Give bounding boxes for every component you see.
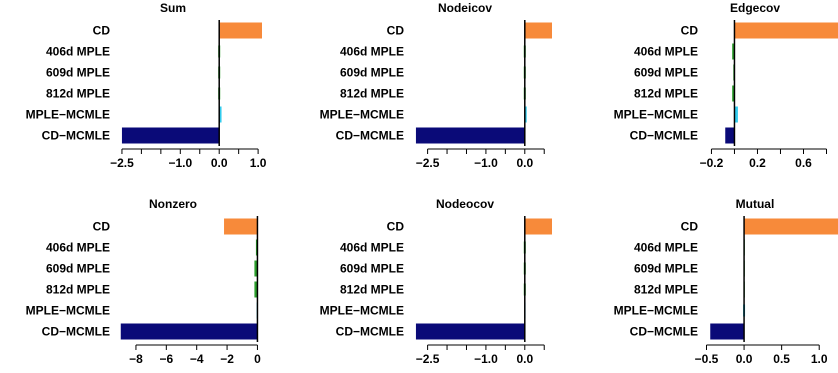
category-label: 609d MPLE xyxy=(46,262,110,276)
x-tick-label: −8 xyxy=(129,352,143,366)
x-tick-label: 0.0 xyxy=(736,352,753,366)
category-label: 812d MPLE xyxy=(340,87,404,101)
category-label: CD−MCMLE xyxy=(336,129,404,143)
category-label: 406d MPLE xyxy=(340,45,404,59)
category-label: 812d MPLE xyxy=(634,87,698,101)
category-label: MPLE−MCMLE xyxy=(26,108,110,122)
category-label: MPLE−MCMLE xyxy=(320,304,404,318)
category-label: CD−MCMLE xyxy=(42,129,110,143)
category-label: CD xyxy=(681,24,699,38)
bar-cd xyxy=(524,218,552,235)
bar-cd-mcmle xyxy=(710,323,745,340)
panel-title: Nodeicov xyxy=(438,1,492,15)
x-tick-label: −2.5 xyxy=(110,156,134,170)
panel-title: Mutual xyxy=(736,197,775,211)
x-tick-label: 0 xyxy=(254,352,261,366)
bar-mple-mcmle xyxy=(734,106,738,123)
x-tick-label: 0.2 xyxy=(749,156,766,170)
x-tick-label: −1.0 xyxy=(474,352,498,366)
bar-812d-mple xyxy=(732,85,735,102)
x-tick-label: −0.5 xyxy=(695,352,719,366)
category-label: MPLE−MCMLE xyxy=(614,108,698,122)
category-label: 609d MPLE xyxy=(46,66,110,80)
bar-cd xyxy=(734,22,838,39)
x-tick-label: 0.6 xyxy=(795,156,812,170)
bar-mple-mcmle xyxy=(219,106,222,123)
category-label: 406d MPLE xyxy=(46,241,110,255)
category-label: CD−MCMLE xyxy=(42,325,110,339)
category-label: MPLE−MCMLE xyxy=(614,304,698,318)
category-label: 609d MPLE xyxy=(634,262,698,276)
x-tick-label: −2.5 xyxy=(416,352,440,366)
category-label: 406d MPLE xyxy=(634,45,698,59)
bar-406d-mple xyxy=(255,239,258,256)
panel-mutual: Mutual CD 406d MPLE 609d MPLE 812d MPLE MPLE−… xyxy=(614,197,838,366)
panel-sum: Sum CD 406d MPLE 609d MPLE 812d MPLE MPLE−MCM… xyxy=(26,1,267,170)
category-label: CD xyxy=(681,220,699,234)
category-label: CD−MCMLE xyxy=(630,325,698,339)
category-label: 406d MPLE xyxy=(340,241,404,255)
x-tick-label: −2 xyxy=(220,352,234,366)
bar-mple-mcmle xyxy=(524,106,527,123)
category-label: CD xyxy=(93,220,111,234)
category-label: CD xyxy=(93,24,111,38)
panel-title: Edgecov xyxy=(730,1,780,15)
category-label: 609d MPLE xyxy=(340,66,404,80)
category-label: 812d MPLE xyxy=(634,283,698,297)
x-tick-label: 0.0 xyxy=(516,156,533,170)
bar-cd-mcmle xyxy=(120,323,258,340)
x-tick-label: −6 xyxy=(159,352,173,366)
panel-edgecov: Edgecov CD 406d MPLE 609d MPLE 812d MPLE MPLE… xyxy=(614,1,838,170)
category-label: CD xyxy=(387,220,405,234)
category-label: MPLE−MCMLE xyxy=(320,108,404,122)
bar-cd-mcmle xyxy=(415,323,525,340)
bar-cd xyxy=(744,218,838,235)
x-tick-label: −4 xyxy=(190,352,204,366)
category-label: CD−MCMLE xyxy=(336,325,404,339)
category-label: 609d MPLE xyxy=(634,66,698,80)
bar-cd-mcmle xyxy=(725,127,735,144)
category-label: MPLE−MCMLE xyxy=(26,304,110,318)
x-tick-label: −1.0 xyxy=(474,156,498,170)
category-label: 812d MPLE xyxy=(340,283,404,297)
panel-nodeicov: Nodeicov CD 406d MPLE 609d MPLE 812d MPLE MPL… xyxy=(320,1,552,170)
bar-cd xyxy=(219,22,262,39)
bar-cd xyxy=(524,22,552,39)
category-label: CD−MCMLE xyxy=(630,129,698,143)
panel-title: Sum xyxy=(160,1,186,15)
bar-609d-mple xyxy=(254,260,258,277)
category-label: 406d MPLE xyxy=(634,241,698,255)
x-tick-label: 1.0 xyxy=(811,352,828,366)
bar-406d-mple xyxy=(732,43,735,60)
x-tick-label: 0.0 xyxy=(516,352,533,366)
x-tick-label: 0.5 xyxy=(773,352,790,366)
x-tick-label: −0.2 xyxy=(700,156,724,170)
bar-812d-mple xyxy=(254,281,258,298)
category-label: 406d MPLE xyxy=(46,45,110,59)
category-label: 812d MPLE xyxy=(46,87,110,101)
panel-title: Nonzero xyxy=(149,197,197,211)
panel-title: Nodeocov xyxy=(436,197,494,211)
x-tick-label: −1.0 xyxy=(168,156,192,170)
bar-cd-mcmle xyxy=(121,127,220,144)
category-label: 609d MPLE xyxy=(340,262,404,276)
bar-cd-mcmle xyxy=(415,127,525,144)
category-label: 812d MPLE xyxy=(46,283,110,297)
x-tick-label: 0.0 xyxy=(211,156,228,170)
bar-cd xyxy=(224,218,258,235)
x-tick-label: −2.5 xyxy=(416,156,440,170)
category-label: CD xyxy=(387,24,405,38)
x-tick-label: 1.0 xyxy=(250,156,267,170)
panel-nonzero: Nonzero CD 406d MPLE 609d MPLE 812d MPLE MPLE… xyxy=(26,197,261,366)
panel-nodeocov: Nodeocov CD 406d MPLE 609d MPLE 812d MPLE MPL… xyxy=(320,197,552,366)
